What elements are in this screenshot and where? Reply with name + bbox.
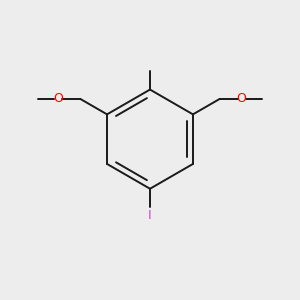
Text: I: I (148, 209, 152, 222)
Text: O: O (236, 92, 246, 105)
Text: O: O (54, 92, 64, 105)
